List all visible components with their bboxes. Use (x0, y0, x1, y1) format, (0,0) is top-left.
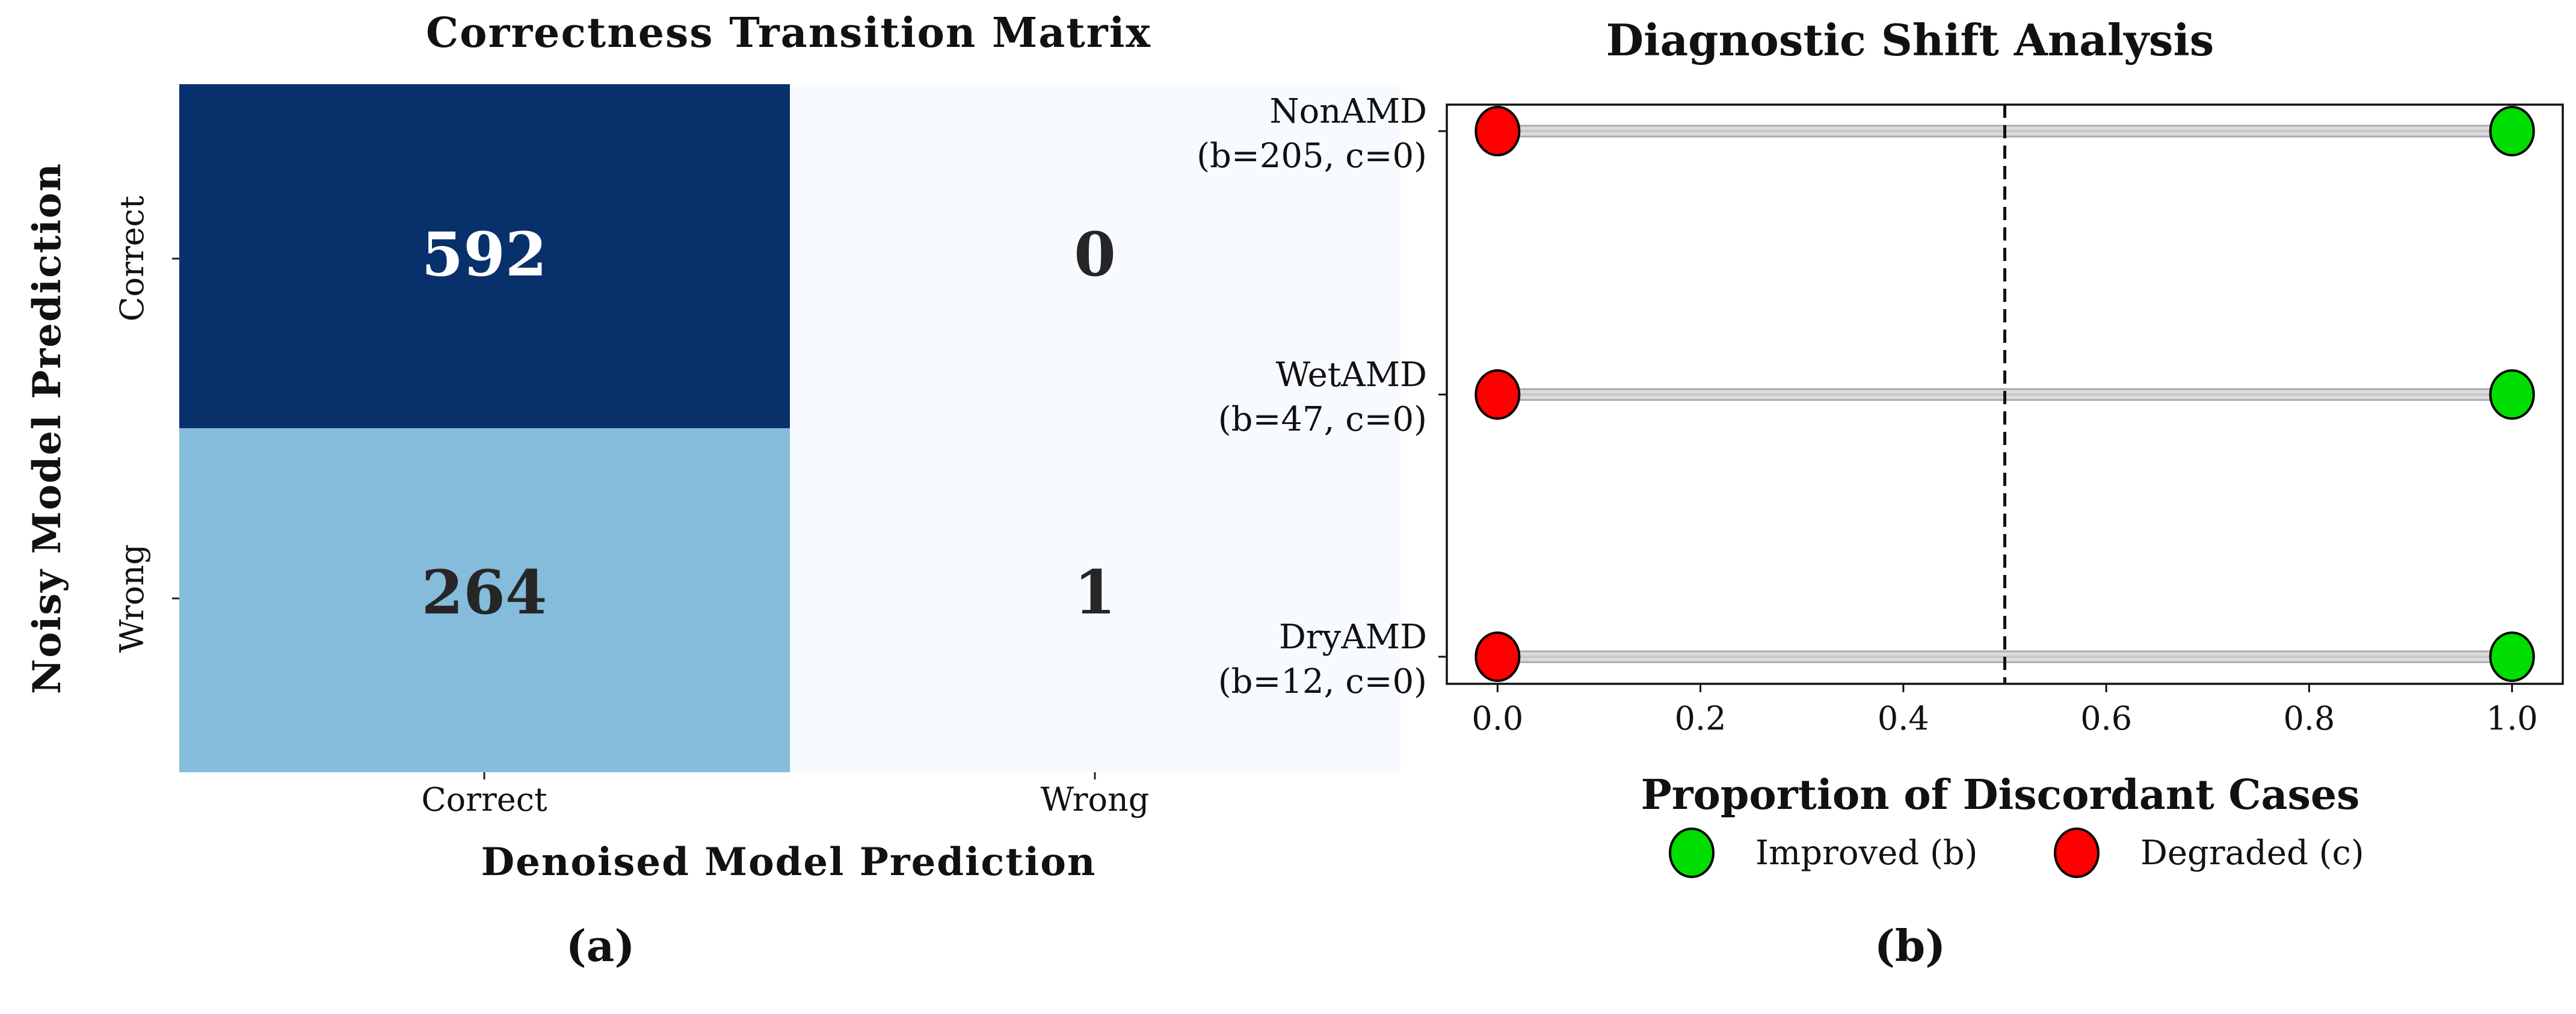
heatmap-xtick-label: Correct (421, 781, 547, 819)
heatmap-xtick-label: Wrong (1041, 781, 1150, 819)
degraded-marker (1474, 631, 1521, 682)
panel-label-a: (a) (566, 920, 635, 971)
heatmap-value-correct-correct: 592 (422, 219, 547, 290)
x-tick-label: 0.0 (1471, 699, 1523, 737)
heatmap-ylabel: Noisy Model Prediction (25, 162, 70, 694)
heatmap-value-correct-wrong: 0 (1074, 219, 1116, 290)
degraded-marker (1474, 106, 1521, 156)
heatmap-ytick-label: Wrong (113, 544, 151, 653)
x-tick-label: 0.4 (1878, 699, 1929, 737)
row-label-name: WetAMD (1276, 355, 1427, 395)
x-tick-label: 0.2 (1675, 699, 1727, 737)
heatmap-ytick-label: Correct (113, 195, 151, 322)
heatmap-cell-wrong-wrong (790, 428, 1400, 772)
legend-label-degraded: Degraded (c) (2140, 834, 2364, 873)
legend-marker-improved (1669, 828, 1715, 878)
panel-label-b: (b) (1875, 920, 1946, 971)
improved-marker (2489, 631, 2535, 682)
heatmap-cell-wrong-correct (179, 428, 790, 772)
x-tick-label: 0.8 (2283, 699, 2335, 737)
degraded-marker (1474, 369, 1521, 420)
x-axis-ticks: 0.0 0.2 0.4 0.6 0.8 1.0 (1471, 684, 2538, 737)
x-tick-label: 0.6 (2080, 699, 2132, 737)
row-label-name: NonAMD (1270, 92, 1427, 131)
improved-marker (2489, 106, 2535, 156)
heatmap-cell-correct-wrong (790, 84, 1400, 428)
improved-marker (2489, 369, 2535, 420)
shift-panel: Diagnostic Shift Analysis 0.0 0.2 0.4 0.6 0.… (1197, 14, 2564, 971)
heatmap-value-wrong-wrong: 1 (1074, 557, 1116, 628)
shift-xlabel: Proportion of Discordant Cases (1641, 771, 2360, 819)
legend-marker-degraded (2054, 828, 2100, 878)
row-labels: NonAMD (b=205, c=0) WetAMD (b=47, c=0) D… (1197, 92, 1427, 701)
heatmap-value-wrong-correct: 264 (422, 557, 547, 628)
row-label-detail: (b=12, c=0) (1218, 662, 1427, 701)
row-label-detail: (b=47, c=0) (1218, 400, 1427, 439)
x-tick-label: 1.0 (2486, 699, 2538, 737)
heatmap-cell-correct-correct (179, 84, 790, 428)
legend-label-improved: Improved (b) (1755, 834, 1978, 873)
row-label-detail: (b=205, c=0) (1197, 137, 1427, 176)
heatmap-panel: Correctness Transition Matrix 592 0 264 … (25, 9, 1400, 971)
shift-data-layer (1438, 106, 2535, 682)
row-label-name: DryAMD (1279, 618, 1427, 657)
heatmap-xlabel: Denoised Model Prediction (481, 840, 1097, 885)
legend: Improved (b) Degraded (c) (1669, 828, 2364, 878)
heatmap-title: Correctness Transition Matrix (426, 9, 1151, 57)
shift-title: Diagnostic Shift Analysis (1606, 14, 2214, 66)
